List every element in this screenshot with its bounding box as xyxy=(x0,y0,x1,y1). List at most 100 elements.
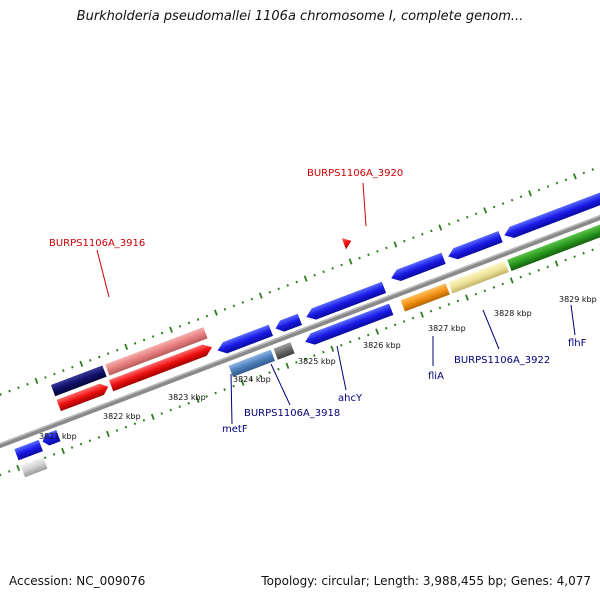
kbp-scale-labels: 3821 kbp 3822 kbp 3823 kbp 3824 kbp 3825… xyxy=(39,295,597,441)
major-tick xyxy=(483,207,488,214)
major-tick xyxy=(285,362,290,369)
minor-tick xyxy=(591,168,595,171)
major-tick xyxy=(420,311,424,318)
minor-tick xyxy=(142,418,146,422)
minor-tick xyxy=(52,453,56,456)
minor-tick xyxy=(385,246,388,250)
minor-tick xyxy=(510,198,514,202)
minor-tick xyxy=(456,299,460,303)
gene-blue-small-left[interactable] xyxy=(40,430,61,447)
gene-red-left[interactable] xyxy=(56,381,111,412)
gene-gray[interactable] xyxy=(273,342,295,360)
minor-tick xyxy=(412,236,415,240)
gene-flhf[interactable] xyxy=(507,212,600,272)
kbp-label: 3822 kbp xyxy=(103,412,141,421)
minor-tick xyxy=(304,357,307,361)
gene-dark-navy-upper[interactable] xyxy=(50,365,107,397)
minor-tick xyxy=(564,178,568,182)
label-burps1106a-3922: BURPS1106A_3922 xyxy=(454,355,550,366)
minor-tick xyxy=(178,324,182,328)
gene-ahcy-lower[interactable] xyxy=(303,303,394,348)
map-title: Burkholderia pseudomallei 1106a chromoso… xyxy=(76,9,524,24)
minor-tick xyxy=(223,388,226,391)
label-burps1106a-3918: BURPS1106A_3918 xyxy=(244,408,340,419)
minor-tick xyxy=(178,405,181,409)
minor-tick xyxy=(376,249,379,253)
major-tick xyxy=(465,294,469,301)
label-metf: metF xyxy=(222,424,248,435)
minor-tick xyxy=(98,355,101,359)
minor-tick xyxy=(528,272,531,276)
gene-blue-fragment-left[interactable] xyxy=(14,439,43,461)
gene-blue-5[interactable] xyxy=(502,184,600,241)
minor-tick xyxy=(133,342,137,345)
minor-tick xyxy=(259,374,262,378)
minor-tick xyxy=(492,285,496,289)
minor-tick xyxy=(160,331,164,335)
major-tick xyxy=(438,224,443,231)
kbp-label: 3821 kbp xyxy=(39,432,77,441)
minor-tick xyxy=(358,256,361,260)
kbp-label: 3825 kbp xyxy=(298,357,336,366)
gene-burps1106a-3922[interactable] xyxy=(448,260,509,294)
minor-tick xyxy=(438,306,442,310)
gene-steel-blue[interactable] xyxy=(228,349,275,377)
major-tick xyxy=(106,430,110,438)
minor-tick xyxy=(564,258,567,262)
minor-tick xyxy=(357,337,361,340)
minor-tick xyxy=(277,287,280,291)
label-burps1106a-3920: BURPS1106A_3920 xyxy=(307,168,403,179)
chromosome-backbone xyxy=(0,176,600,480)
minor-tick xyxy=(187,401,190,405)
minor-tick xyxy=(88,439,92,443)
gene-blue-3[interactable] xyxy=(389,252,446,284)
minor-tick xyxy=(44,376,47,379)
gene-burps1106a-3916[interactable] xyxy=(105,327,208,376)
minor-tick xyxy=(331,267,334,270)
gene-blue-2[interactable] xyxy=(273,313,302,334)
major-tick xyxy=(34,377,39,384)
major-tick xyxy=(169,326,173,333)
gene-blue-4[interactable] xyxy=(446,231,503,262)
gene-blue-1[interactable] xyxy=(215,324,273,356)
gene-ahcy[interactable] xyxy=(304,281,387,323)
minor-tick xyxy=(70,446,74,449)
minor-tick xyxy=(268,371,271,374)
minor-tick xyxy=(7,470,11,473)
minor-tick xyxy=(313,273,316,277)
minor-tick xyxy=(421,232,424,236)
minor-tick xyxy=(519,195,523,199)
minor-tick xyxy=(62,369,65,372)
kbp-label: 3824 kbp xyxy=(233,375,271,384)
minor-tick xyxy=(295,360,298,364)
major-tick xyxy=(303,275,308,282)
minor-tick xyxy=(187,321,191,325)
minor-tick xyxy=(250,378,253,381)
minor-tick xyxy=(17,386,20,390)
gene-red-long[interactable] xyxy=(108,342,214,392)
minor-tick xyxy=(367,253,370,257)
minor-tick xyxy=(403,239,406,243)
minor-tick xyxy=(214,391,217,395)
minor-tick xyxy=(384,326,388,330)
gene-burps1106a-3920[interactable] xyxy=(341,235,354,250)
minor-tick xyxy=(474,292,478,296)
gene-lightgray-fragment-left[interactable] xyxy=(20,457,48,478)
minor-tick xyxy=(340,343,343,347)
minor-tick xyxy=(142,338,146,342)
minor-tick xyxy=(447,303,451,306)
minor-tick xyxy=(241,301,245,304)
minor-tick xyxy=(402,320,406,323)
minor-tick xyxy=(582,251,585,255)
minor-tick xyxy=(53,372,56,376)
label-flhf: flhF xyxy=(568,338,587,349)
minor-tick xyxy=(115,429,119,432)
gene-flia[interactable] xyxy=(400,283,450,312)
major-tick xyxy=(79,360,84,367)
kbp-label: 3827 kbp xyxy=(428,324,466,333)
minor-tick xyxy=(591,248,594,252)
minor-tick xyxy=(430,229,433,233)
minor-tick xyxy=(124,425,128,429)
minor-tick xyxy=(313,354,316,357)
